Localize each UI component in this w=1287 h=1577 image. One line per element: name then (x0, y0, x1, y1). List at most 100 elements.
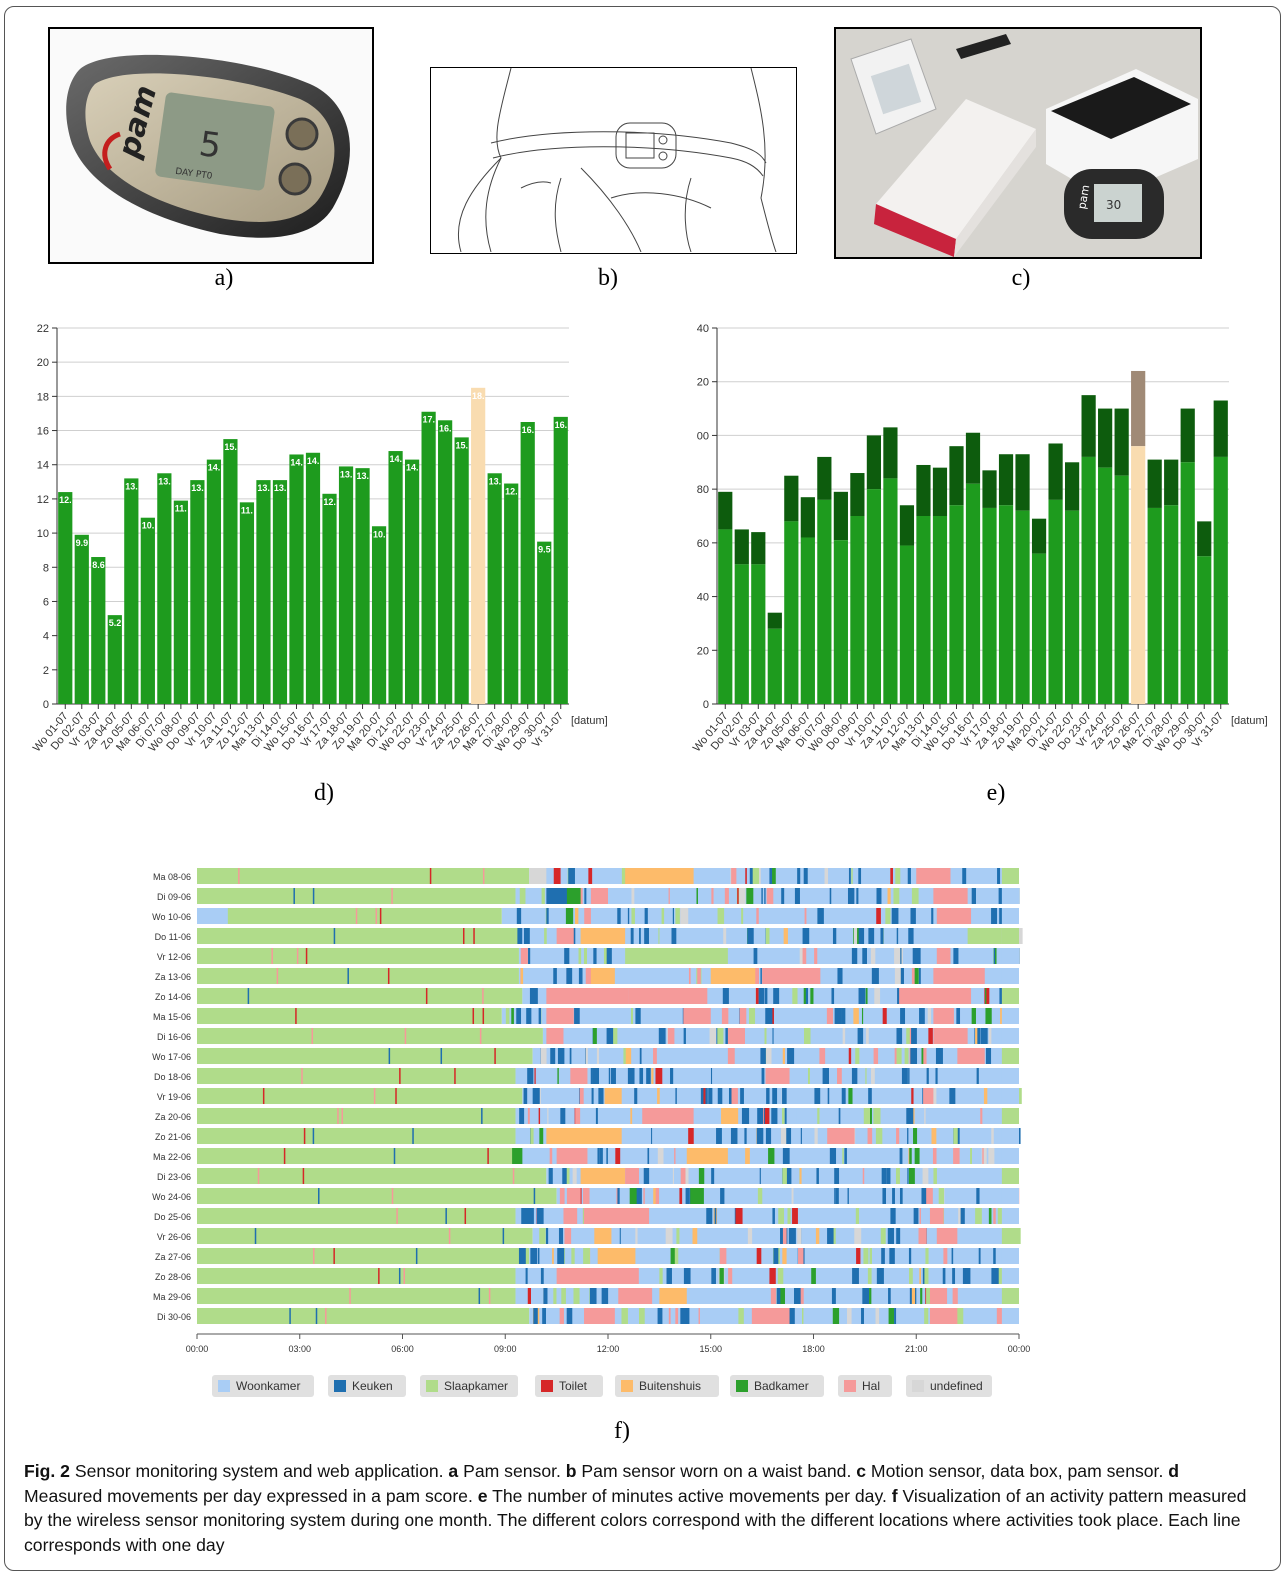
segment-stripe (927, 1008, 932, 1024)
segment-stripe (869, 1248, 873, 1264)
segment-stripe (670, 1248, 677, 1264)
segment-stripe (562, 1168, 567, 1184)
segment-stripe (835, 1188, 839, 1204)
segment-stripe (674, 1248, 679, 1264)
segment-stripe (904, 1048, 909, 1064)
segment-stripe (627, 908, 630, 924)
segment-block (827, 1128, 855, 1144)
bar-lower (800, 537, 815, 704)
segment-stripe (803, 988, 806, 1004)
segment-stripe (814, 948, 818, 964)
segment-block (683, 1008, 711, 1024)
segment-end (1001, 1048, 1019, 1064)
segment-stripe (634, 1088, 638, 1104)
segment-stripe (530, 1248, 538, 1264)
segment-slaapkamer (197, 908, 502, 924)
segment-stripe (935, 1068, 938, 1084)
y-tick-label: 40 (697, 323, 709, 335)
segment-end (1001, 1228, 1019, 1244)
segment-stripe (911, 1028, 917, 1044)
segment-block (518, 1248, 526, 1264)
segment-stripe (871, 1068, 875, 1084)
bar-lower (1015, 510, 1030, 704)
segment-block (556, 928, 574, 944)
activity-row (197, 1088, 1022, 1104)
segment-stripe (685, 1188, 690, 1204)
segment-stripe (711, 1268, 716, 1284)
bar-upper (1015, 454, 1030, 511)
segment-stripe (657, 1148, 664, 1164)
segment-stripe (784, 1108, 787, 1124)
segment-stripe (668, 1308, 671, 1324)
bar-upper (718, 491, 733, 530)
bar-upper (1031, 518, 1047, 554)
segment-stripe (534, 1068, 536, 1084)
bar-lower (784, 521, 799, 704)
segment-stripe (803, 868, 808, 884)
segment-stripe (765, 928, 770, 944)
segment-stripe (894, 1308, 897, 1324)
segment-stripe (688, 968, 691, 984)
bar (305, 452, 321, 704)
y-tick-label: 10 (37, 528, 49, 540)
segment-stripe (764, 988, 768, 1004)
segment-stripe (697, 968, 701, 984)
y-tick-label: 80 (697, 484, 709, 496)
segment-stripe (853, 1008, 859, 1024)
segment-stripe (758, 988, 765, 1004)
x-axis-label: [datum] (1231, 715, 1268, 727)
segment-slaapkamer (197, 1208, 516, 1224)
segment-stripe (922, 1168, 929, 1184)
segment-stripe (756, 908, 759, 924)
segment-stripe (881, 1248, 885, 1264)
segment-stripe (741, 908, 744, 924)
segment-stripe (951, 1248, 954, 1264)
segment-stripe (907, 1128, 909, 1144)
row-label: Zo 28-06 (155, 1272, 191, 1282)
segment-night (254, 1228, 257, 1244)
bar (107, 615, 122, 704)
segment-night (502, 1228, 505, 1244)
bar-label: 9.9 (76, 538, 89, 548)
legend-label: Woonkamer (236, 1379, 301, 1393)
segment-stripe (886, 1168, 891, 1184)
segment-stripe (911, 888, 919, 904)
segment-stripe (970, 1148, 972, 1164)
segment-block (529, 868, 547, 884)
bar-upper (1114, 408, 1129, 476)
segment-stripe (644, 908, 648, 924)
segment-stripe (886, 908, 891, 924)
bar (355, 468, 370, 704)
activity-row (197, 1148, 1019, 1164)
segment-stripe (891, 908, 899, 924)
segment-stripe (719, 1268, 724, 1284)
segment-block (584, 1208, 650, 1224)
segment-stripe (683, 1028, 686, 1044)
segment-stripe (667, 1028, 675, 1044)
bar (157, 473, 172, 704)
segment-stripe (926, 1068, 929, 1084)
segment-stripe (658, 928, 660, 944)
legend-label: undefined (930, 1379, 983, 1393)
segment-stripe (716, 1128, 722, 1144)
segment-slaapkamer (197, 1248, 530, 1264)
segment-stripe (655, 1068, 663, 1084)
segment-stripe (831, 988, 835, 1004)
bar-label: 16. (555, 420, 568, 430)
segment-stripe (792, 988, 798, 1004)
row-label: Di 09-06 (157, 892, 191, 902)
bar-lower (866, 489, 882, 704)
segment-stripe (520, 948, 528, 964)
bar-lower (932, 516, 948, 704)
segment-stripe (862, 1288, 870, 1304)
segment-stripe (735, 1208, 743, 1224)
segment-stripe (799, 948, 803, 964)
segment-stripe (672, 908, 674, 924)
row-label: Zo 14-06 (155, 992, 191, 1002)
segment-end (1001, 1308, 1019, 1324)
segment-stripe (882, 1168, 884, 1184)
segment-stripe (559, 1188, 565, 1204)
segment-block (570, 1068, 588, 1084)
label-b: b) (598, 265, 618, 291)
segment-stripe (852, 1268, 859, 1284)
